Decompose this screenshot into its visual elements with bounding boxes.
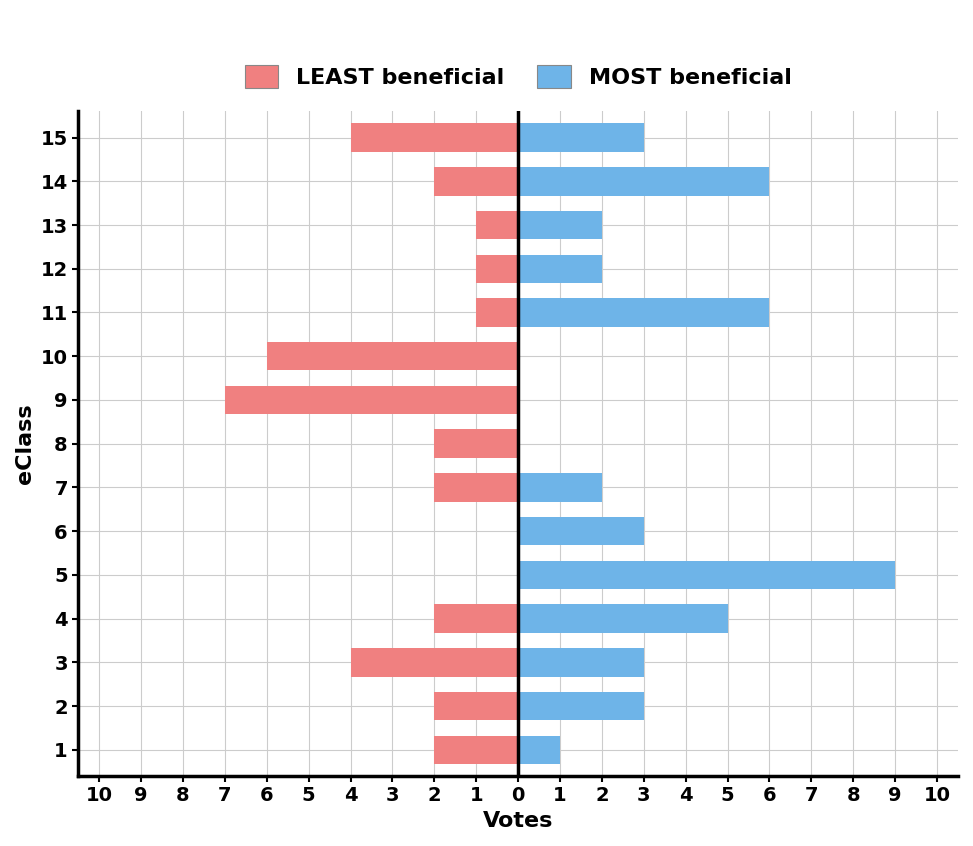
Bar xyxy=(518,473,602,502)
Bar xyxy=(267,342,518,371)
Legend: LEAST beneficial, MOST beneficial: LEAST beneficial, MOST beneficial xyxy=(235,56,801,96)
Bar xyxy=(518,124,644,151)
Bar xyxy=(225,386,518,415)
Bar xyxy=(434,473,518,502)
Bar xyxy=(518,517,644,546)
X-axis label: Votes: Votes xyxy=(483,811,554,831)
Bar xyxy=(518,692,644,720)
Bar xyxy=(434,735,518,764)
Bar xyxy=(350,648,518,677)
Bar xyxy=(434,692,518,720)
Y-axis label: eClass: eClass xyxy=(15,404,35,484)
Bar xyxy=(434,168,518,195)
Bar xyxy=(434,430,518,458)
Bar xyxy=(518,735,560,764)
Bar xyxy=(476,299,518,327)
Bar xyxy=(518,604,728,633)
Bar xyxy=(476,211,518,239)
Bar xyxy=(518,211,602,239)
Bar xyxy=(476,255,518,283)
Bar xyxy=(434,604,518,633)
Bar xyxy=(518,299,770,327)
Bar xyxy=(350,124,518,151)
Bar xyxy=(518,168,770,195)
Bar xyxy=(518,255,602,283)
Bar xyxy=(518,561,895,589)
Bar xyxy=(518,648,644,677)
